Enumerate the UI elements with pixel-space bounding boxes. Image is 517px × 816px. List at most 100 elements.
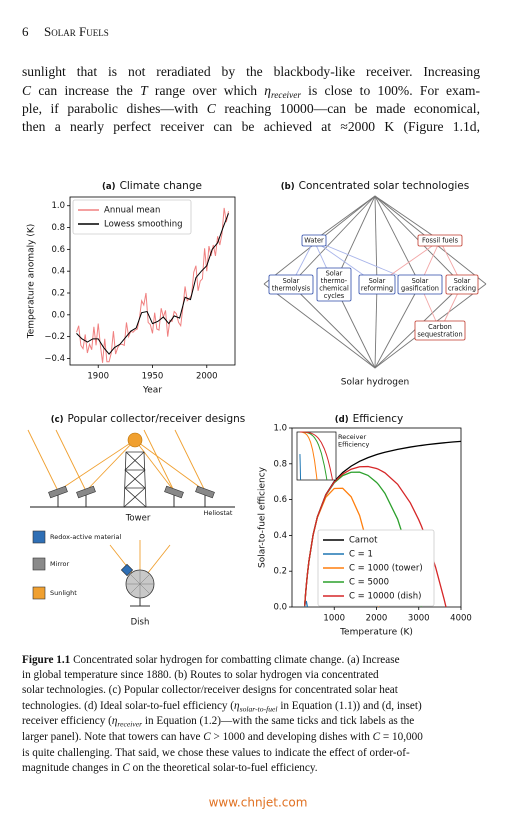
y-tick-label: 0.0 [273,603,287,613]
node-label: Solar [369,277,386,285]
x-tick-label: 4000 [450,614,472,624]
panel-title-text: Popular collector/receiver designs [68,413,246,425]
y-tick-label: 0.4 [51,267,65,277]
heliostat [195,485,215,499]
panel-title: (a) Climate change [102,180,202,192]
node-label: cycles [324,292,345,300]
text-run: C [22,83,32,98]
text-run: magnitude changes in [22,762,123,774]
running-title: Solar Fuels [44,24,109,39]
y-tick-label: 0.4 [273,531,287,541]
legend-label: Mirror [50,560,69,568]
diagram-node [358,274,396,295]
diagram-edge [374,284,421,369]
node-label: reforming [361,284,393,292]
caption-line: larger panel). Note that towers can have… [22,729,423,745]
node-label: Carbon [428,323,452,331]
legend-label: Carnot [349,536,378,546]
diagram-edge [290,284,376,369]
heliostat [164,485,184,499]
legend-label: Annual mean [104,206,160,216]
legend-box [72,199,192,235]
caption-line: in global temperature since 1880. (b) Ro… [22,667,379,683]
inset-line [299,454,302,480]
diagram-output: Solar hydrogen [341,378,410,388]
tower-label: Tower [125,514,151,524]
inset-title: Receiver [338,433,366,441]
body-line: then a nearly perfect receiver can be ac… [22,118,480,136]
text-run: can increase the [31,83,141,98]
y-tick-label: 0.2 [51,289,65,299]
diagram-edge [374,195,378,285]
page-number: 6 [22,24,29,39]
node-label: sequestration [417,330,462,338]
y-tick-label: 0.8 [51,223,65,233]
x-axis-label: Year [142,386,162,396]
diagram-node [268,274,314,295]
y-tick-label: −0.4 [44,354,65,364]
diagram-edge [374,195,421,285]
legend-square [32,530,46,544]
legend-label: Lowess smoothing [104,220,183,230]
text-run: in global temperature since 1880. (b) Ro… [22,669,379,681]
y-tick-label: 0.6 [273,495,287,505]
y-tick-label: 0.0 [51,310,65,320]
panel-title-text: Climate change [120,180,202,192]
diagram-edge [263,283,376,369]
text-run: receiver efficiency ( [22,715,112,727]
text-run: ple, if parabolic dishes—with [22,101,207,116]
text-run: > 1000 and developing dishes with [210,731,373,743]
dish-label: Dish [131,618,150,628]
body-line: sunlight that is not reradiated by the b… [22,63,480,81]
diagram-node [445,274,479,295]
heliostat [48,485,68,499]
node-label: cracking [448,284,476,292]
x-tick-label: 1900 [87,372,109,382]
panel-title-text: Concentrated solar technologies [299,180,470,192]
diagram-edge [55,429,87,492]
y-axis-label: Solar-to-fuel efficiency [258,466,268,568]
x-axis-label: Temperature (K) [339,628,413,638]
y-axis-label: Temperature anomaly (K) [27,224,37,340]
diagram-edge [174,429,206,492]
body-line: C can increase the T range over which ηr… [22,82,480,104]
x-tick-label: 1000 [323,614,345,624]
diagram-edge [290,195,376,285]
panel-label: (b) [281,182,295,192]
text-run: is quite challenging. That said, we chos… [22,747,410,759]
text-run: Concentrated solar hydrogen for combatti… [70,654,400,666]
x-tick-label: 1950 [142,372,164,382]
legend-label: Redox-active material [50,533,121,541]
node-label: chemical [319,284,349,292]
diagram-node [397,274,443,295]
legend-label: C = 10000 (dish) [349,592,421,602]
text-run: C [206,101,216,116]
text-run: Figure 1.1 [22,654,71,666]
text-run: larger panel). Note that towers can have [22,731,204,743]
inset-line [299,431,334,481]
text-run: = 10,000 [380,731,423,743]
node-label: Water [304,237,324,245]
text-run: sunlight that is not reradiated by the b… [22,64,480,79]
caption-line: is quite challenging. That said, we chos… [22,745,410,761]
text-run: solar-to-fuel [239,704,278,714]
text-run: reaching 10000—can be made economical, [215,101,480,116]
diagram-edge [134,439,175,492]
caption-line: solar technologies. (c) Popular collecto… [22,682,398,698]
body-line: ple, if parabolic dishes—with C reaching… [22,100,480,118]
legend-label: C = 1 [349,550,373,560]
node-label: Fossil fuels [422,237,459,245]
panel-label: (d) [335,415,349,425]
text-run: T [140,83,148,98]
diagram-edge [143,429,175,492]
panel-title: (b) Concentrated solar technologies [281,180,469,192]
text-run: C [122,762,130,774]
text-run: in Equation (1.1)) and (d, inset) [277,700,422,712]
y-tick-label: 1.0 [51,201,65,211]
diagram-edge [134,439,206,492]
text-run: in Equation (1.2)—with the same ticks an… [142,715,415,727]
diagram-edge [27,429,59,492]
text-run: technologies. (d) Ideal solar-to-fuel ef… [22,700,235,712]
